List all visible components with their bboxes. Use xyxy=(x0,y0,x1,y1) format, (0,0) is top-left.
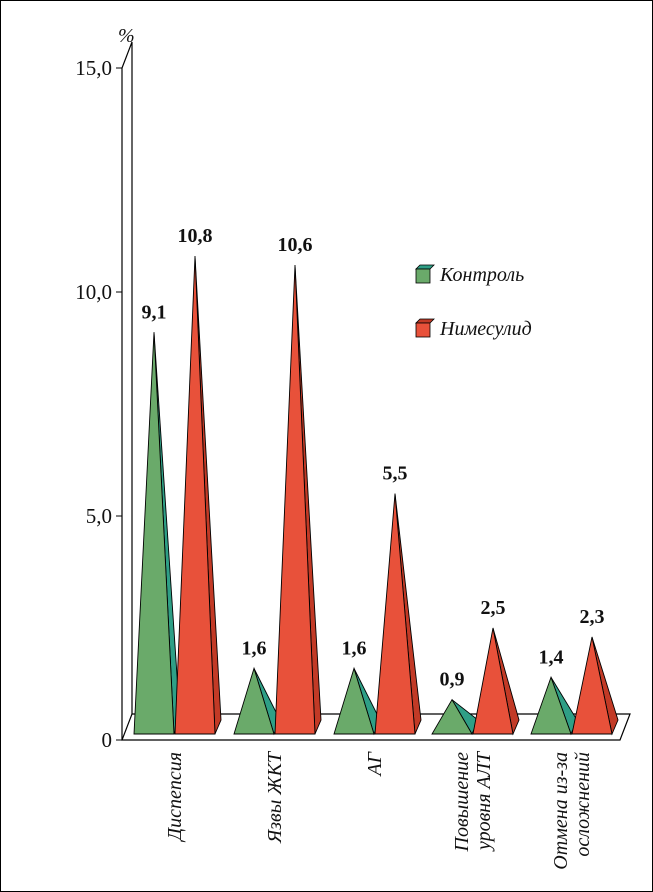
pyramid-front-face xyxy=(530,675,572,735)
value-labels: 9,1 1,6 1,6 0,9 1,4 10,8 10,6 5,5 2,5 2,3 xyxy=(142,225,605,691)
legend-swatch xyxy=(415,268,431,284)
pyramid-front-face xyxy=(133,332,175,735)
y-tick-label: 10,0 xyxy=(75,280,112,304)
pyramid-nimesulide xyxy=(274,265,322,735)
legend-swatch-top xyxy=(415,318,435,324)
y-tick-label: 15,0 xyxy=(75,56,112,80)
value-label: 9,1 xyxy=(142,301,167,323)
pyramid-front-face xyxy=(374,493,416,735)
legend-swatch xyxy=(415,322,431,338)
value-label: 10,8 xyxy=(178,225,213,247)
pyramid-front-face xyxy=(431,698,473,735)
pyramid-control xyxy=(333,666,381,736)
y-axis-wall xyxy=(121,41,133,740)
y-unit-label: % xyxy=(118,25,135,47)
pyramid-control xyxy=(530,675,578,736)
pyramid-control xyxy=(133,332,181,735)
legend-swatch-top xyxy=(415,264,435,270)
category-label: Диспепсия xyxy=(164,752,186,843)
legend-label: Нимесулид xyxy=(439,318,532,340)
value-label: 1,6 xyxy=(242,637,267,659)
category-label: Повышение xyxy=(451,752,473,853)
pyramid-front-face xyxy=(472,627,514,735)
pyramid-nimesulide xyxy=(571,636,619,736)
y-tick-label: 0 xyxy=(102,728,113,752)
value-label: 10,6 xyxy=(278,234,313,256)
value-label: 2,5 xyxy=(481,597,506,619)
category-label: Язвы ЖКТ xyxy=(264,750,286,844)
chart-axes xyxy=(121,41,631,741)
value-label: 1,6 xyxy=(342,637,367,659)
pyramid-nimesulide xyxy=(472,627,520,736)
floor-plane xyxy=(121,713,631,741)
category-label: уровня АЛТ xyxy=(473,750,495,852)
pyramid-control xyxy=(431,698,479,735)
value-label: 0,9 xyxy=(440,669,465,691)
pyramid-front-face xyxy=(571,636,613,735)
value-label: 5,5 xyxy=(383,463,408,485)
pyramid-front-face xyxy=(333,666,375,735)
y-axis-ticks: 0 5,0 10,0 15,0 xyxy=(75,56,122,752)
pyramid-front-face xyxy=(274,265,316,735)
category-label: Отмена из-за xyxy=(550,752,572,870)
chart-marks xyxy=(133,256,619,736)
category-label: АГ xyxy=(364,750,386,777)
pyramid-control xyxy=(233,666,281,736)
value-label: 1,4 xyxy=(539,646,564,668)
pyramid-front-face xyxy=(233,666,275,735)
pyramid-front-face xyxy=(174,256,216,735)
category-label: осложнений xyxy=(572,752,594,857)
category-labels: Диспепсия Язвы ЖКТ АГ Повышение уровня АЛТ От… xyxy=(164,750,594,870)
legend-label: Контроль xyxy=(439,264,524,286)
legend: Контроль Нимесулид xyxy=(415,264,532,340)
pyramid-nimesulide xyxy=(174,256,222,735)
value-label: 2,3 xyxy=(580,606,605,628)
y-tick-label: 5,0 xyxy=(86,504,112,528)
pyramid-nimesulide xyxy=(374,493,422,735)
